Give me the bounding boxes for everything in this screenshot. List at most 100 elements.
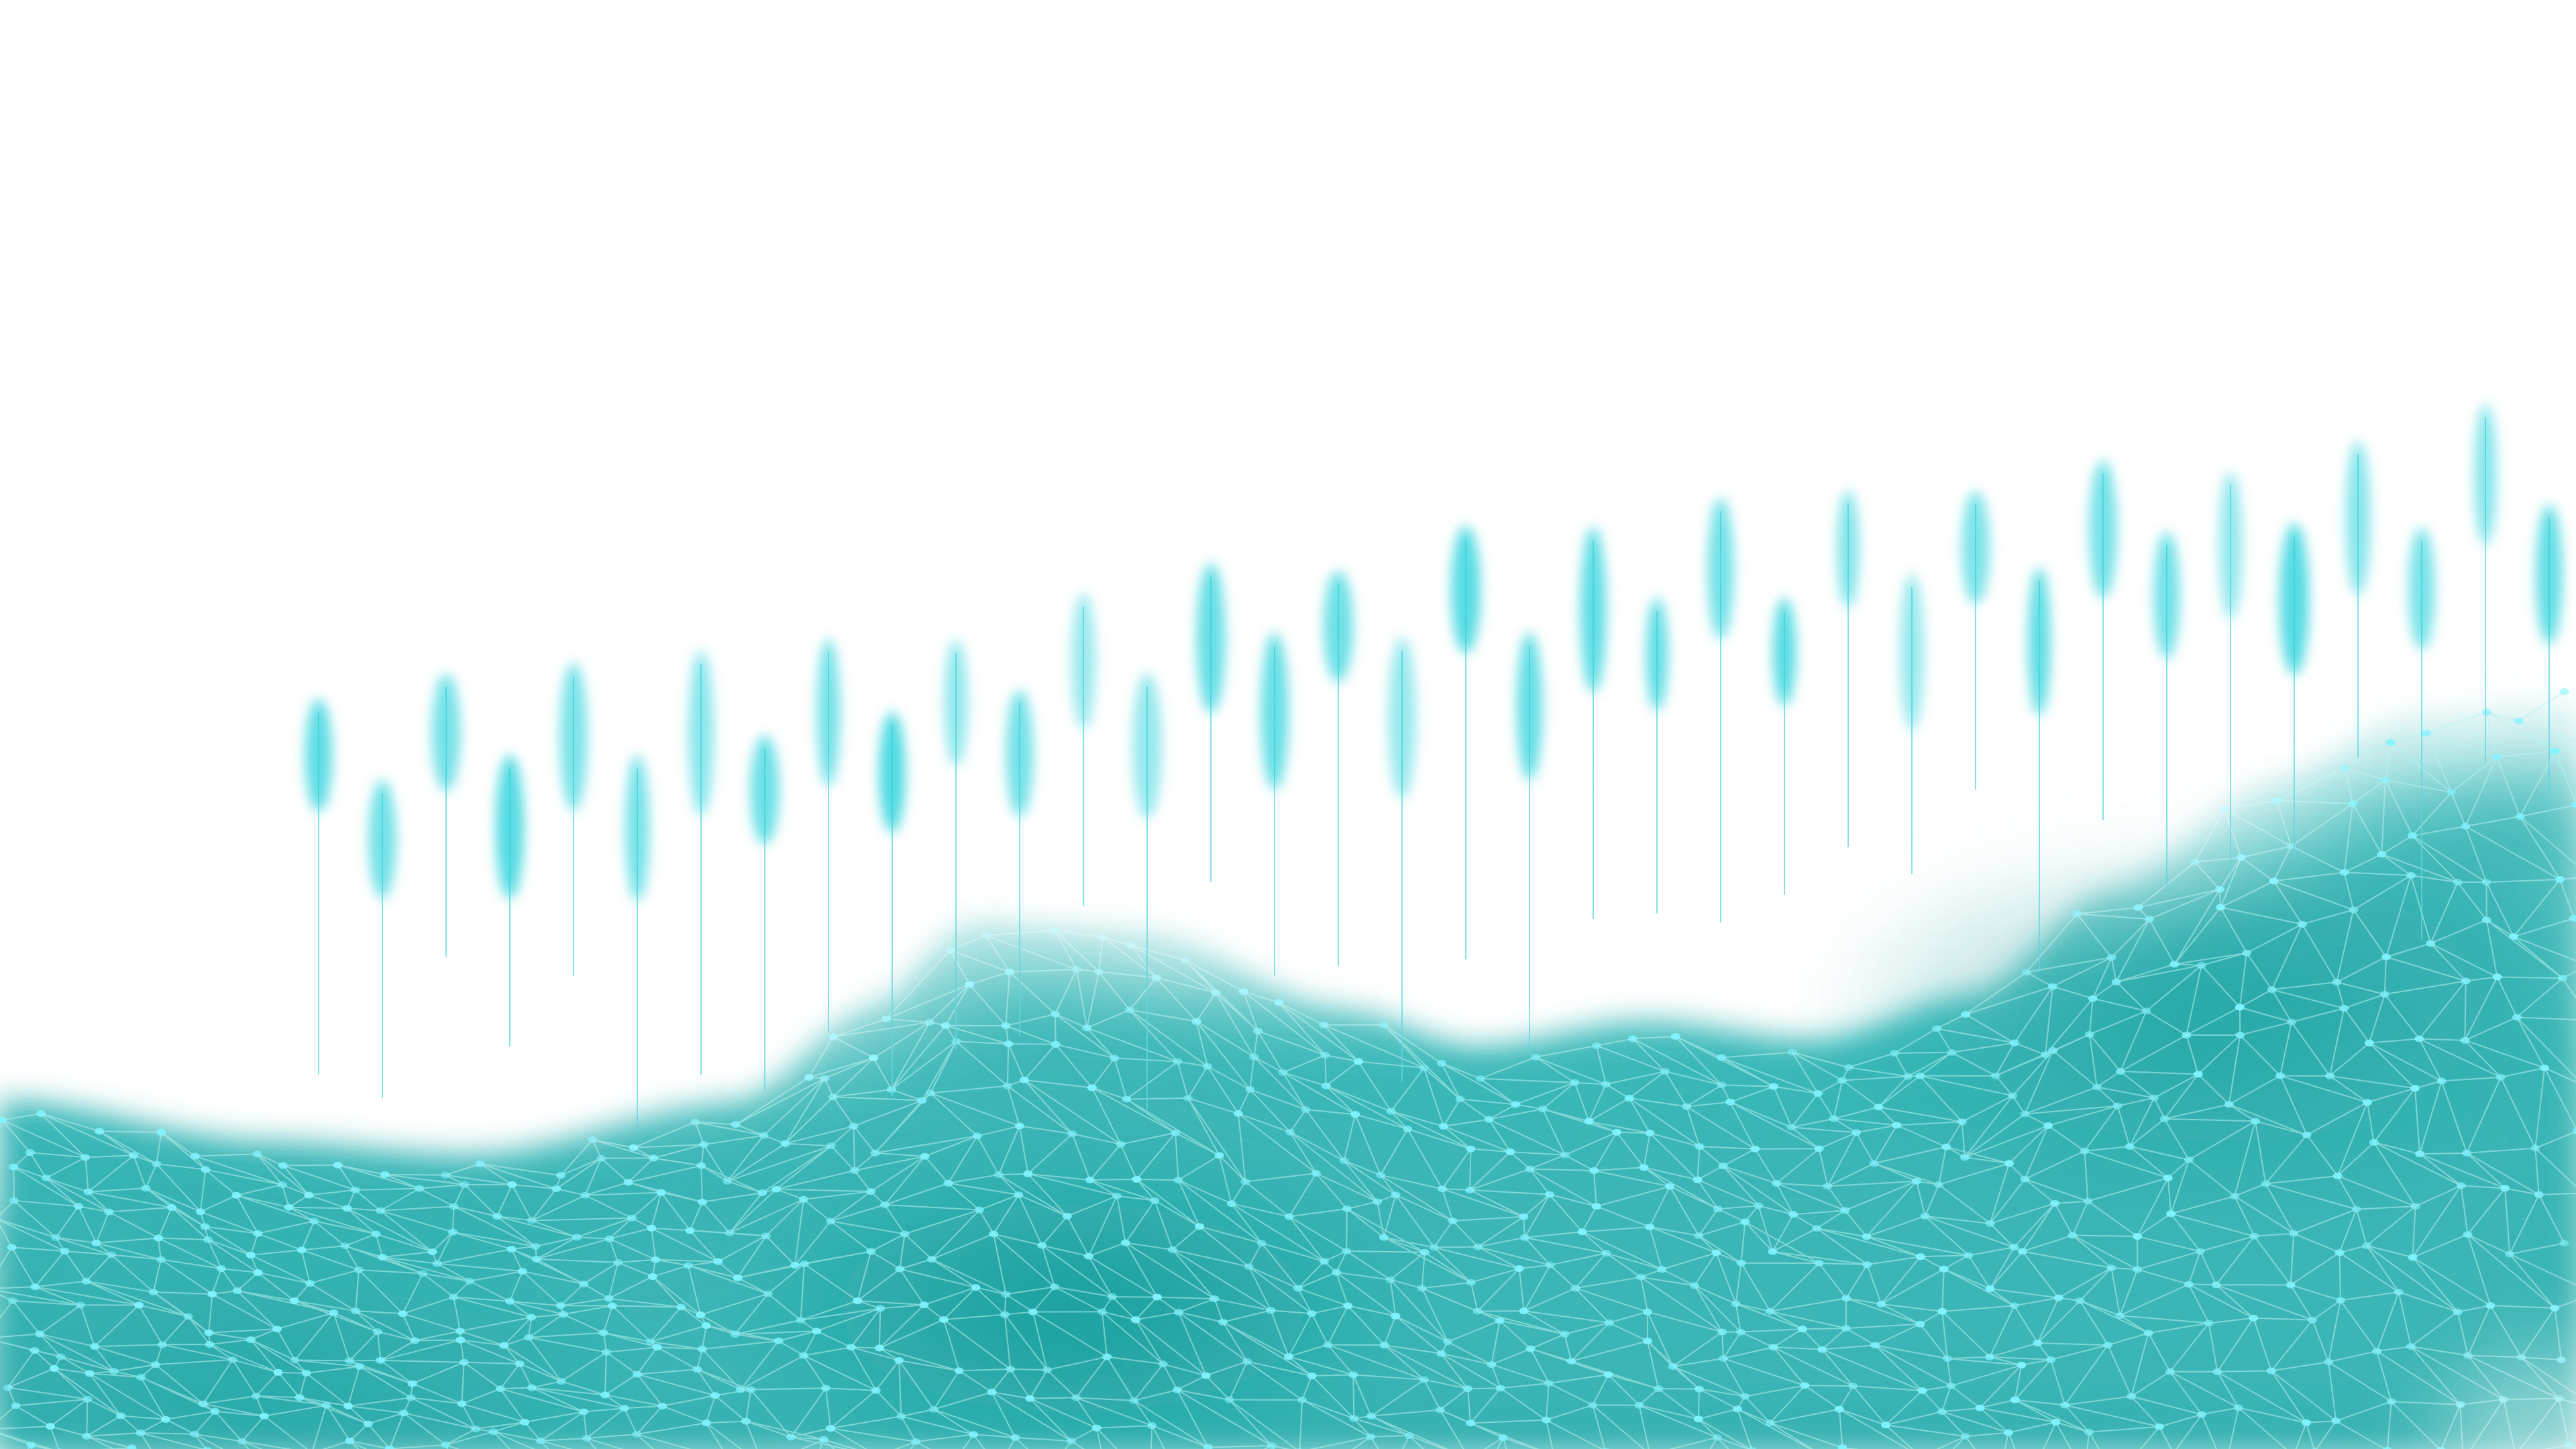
mesh-node	[2339, 869, 2349, 876]
mesh-node	[759, 1132, 769, 1139]
mesh-node	[290, 1356, 300, 1364]
mesh-node	[1085, 1176, 1095, 1183]
mesh-node	[398, 1310, 408, 1318]
candle-body	[1646, 598, 1668, 711]
mesh-node	[1560, 1151, 1570, 1159]
mesh-node	[2332, 979, 2342, 986]
mesh-node	[2481, 708, 2491, 716]
mesh-node	[2169, 961, 2180, 968]
mesh-node	[1436, 1059, 1446, 1067]
mesh-node	[2415, 1150, 2425, 1158]
mesh-node	[1042, 1366, 1052, 1374]
mesh-node	[1591, 1203, 1601, 1210]
mesh-node	[600, 1391, 610, 1399]
mesh-node	[499, 1342, 509, 1349]
mesh-node	[2436, 1077, 2447, 1085]
mesh-node	[2159, 1115, 2169, 1122]
mesh-node	[116, 1412, 126, 1419]
mesh-node	[656, 1189, 666, 1196]
candle	[879, 712, 906, 1097]
mesh-node	[2572, 801, 2576, 808]
mesh-node	[1023, 1170, 1033, 1177]
candle	[2218, 471, 2243, 888]
candle	[559, 662, 588, 976]
mesh-node	[2550, 1304, 2560, 1311]
mesh-node	[157, 1341, 167, 1348]
mesh-node	[730, 1330, 740, 1338]
mesh-node	[1712, 1434, 1722, 1441]
mesh-node	[1843, 1064, 1854, 1071]
mesh-node	[894, 1356, 904, 1364]
mesh-node	[81, 1277, 91, 1285]
mesh-node	[1942, 1355, 1952, 1362]
mesh-node	[647, 1273, 657, 1280]
candle	[1260, 633, 1289, 976]
mesh-node	[1379, 1342, 1389, 1349]
mesh-node	[2551, 747, 2561, 755]
mesh-node	[2557, 975, 2567, 982]
mesh-node	[1062, 1212, 1072, 1220]
mesh-node	[826, 1142, 836, 1150]
mesh-node	[1014, 1122, 1024, 1130]
mesh-node	[2053, 1294, 2063, 1301]
mesh-node	[253, 1230, 263, 1237]
mesh-node	[1834, 1405, 1844, 1413]
mesh-node	[926, 1256, 936, 1263]
candle-body	[1324, 571, 1353, 682]
candle	[1451, 526, 1481, 959]
mesh-node	[457, 1400, 467, 1407]
mesh-nodes	[0, 688, 2576, 1449]
mesh-node	[733, 1274, 743, 1281]
mesh-node	[127, 1444, 137, 1449]
mesh-node	[2481, 879, 2491, 886]
mesh-node	[1787, 1049, 1797, 1056]
mesh-node	[1750, 1145, 1760, 1152]
mesh-node	[2084, 1428, 2094, 1436]
mesh-node	[1848, 1382, 1858, 1389]
candle-body	[1580, 527, 1607, 693]
mesh-node	[1601, 1447, 1609, 1449]
mesh-node	[1001, 1022, 1011, 1030]
mesh-node	[9, 1197, 19, 1204]
mesh-node	[1869, 1160, 1879, 1167]
mesh-node	[2182, 1032, 2192, 1039]
mesh-node	[604, 1235, 614, 1242]
mesh-node	[2410, 1085, 2420, 1092]
candle	[1962, 490, 1990, 790]
mesh-node	[2559, 688, 2569, 695]
candle-body	[625, 755, 649, 902]
mesh-node	[531, 1242, 541, 1250]
mesh-node	[2540, 1064, 2550, 1071]
mesh-node	[2463, 1231, 2473, 1238]
mesh-node	[657, 1402, 667, 1409]
mesh-node	[2204, 1320, 2214, 1327]
mesh-node	[136, 1374, 146, 1381]
mesh-node	[1695, 1143, 1705, 1150]
mesh-node	[1961, 1011, 1971, 1018]
mesh-node	[579, 1408, 589, 1415]
mesh-node	[2017, 1248, 2027, 1255]
candle	[625, 755, 649, 1134]
candle	[1707, 498, 1734, 922]
candle	[1006, 689, 1034, 1037]
mesh-node	[2127, 1393, 2137, 1400]
mesh-node	[2249, 1314, 2259, 1322]
mesh-node	[551, 1185, 561, 1193]
mesh-node	[2009, 1244, 2019, 1251]
mesh-node	[2143, 1330, 2153, 1337]
mesh-node	[1067, 1438, 1077, 1445]
mesh-node	[2505, 1250, 2515, 1258]
mesh-node	[627, 1214, 637, 1222]
mesh-node	[1768, 1248, 1778, 1255]
mesh-node	[632, 1431, 642, 1438]
mesh-node	[1183, 1095, 1193, 1102]
mesh-node	[685, 1227, 695, 1234]
candle	[2028, 567, 2051, 972]
candle	[2089, 460, 2117, 820]
mesh-node	[1797, 1326, 1807, 1333]
mesh-node	[2362, 1099, 2372, 1106]
mesh-node	[1519, 1213, 1529, 1220]
candle-body	[688, 650, 714, 816]
mesh-node	[1442, 1338, 1452, 1346]
mesh-node	[1132, 1175, 1142, 1183]
